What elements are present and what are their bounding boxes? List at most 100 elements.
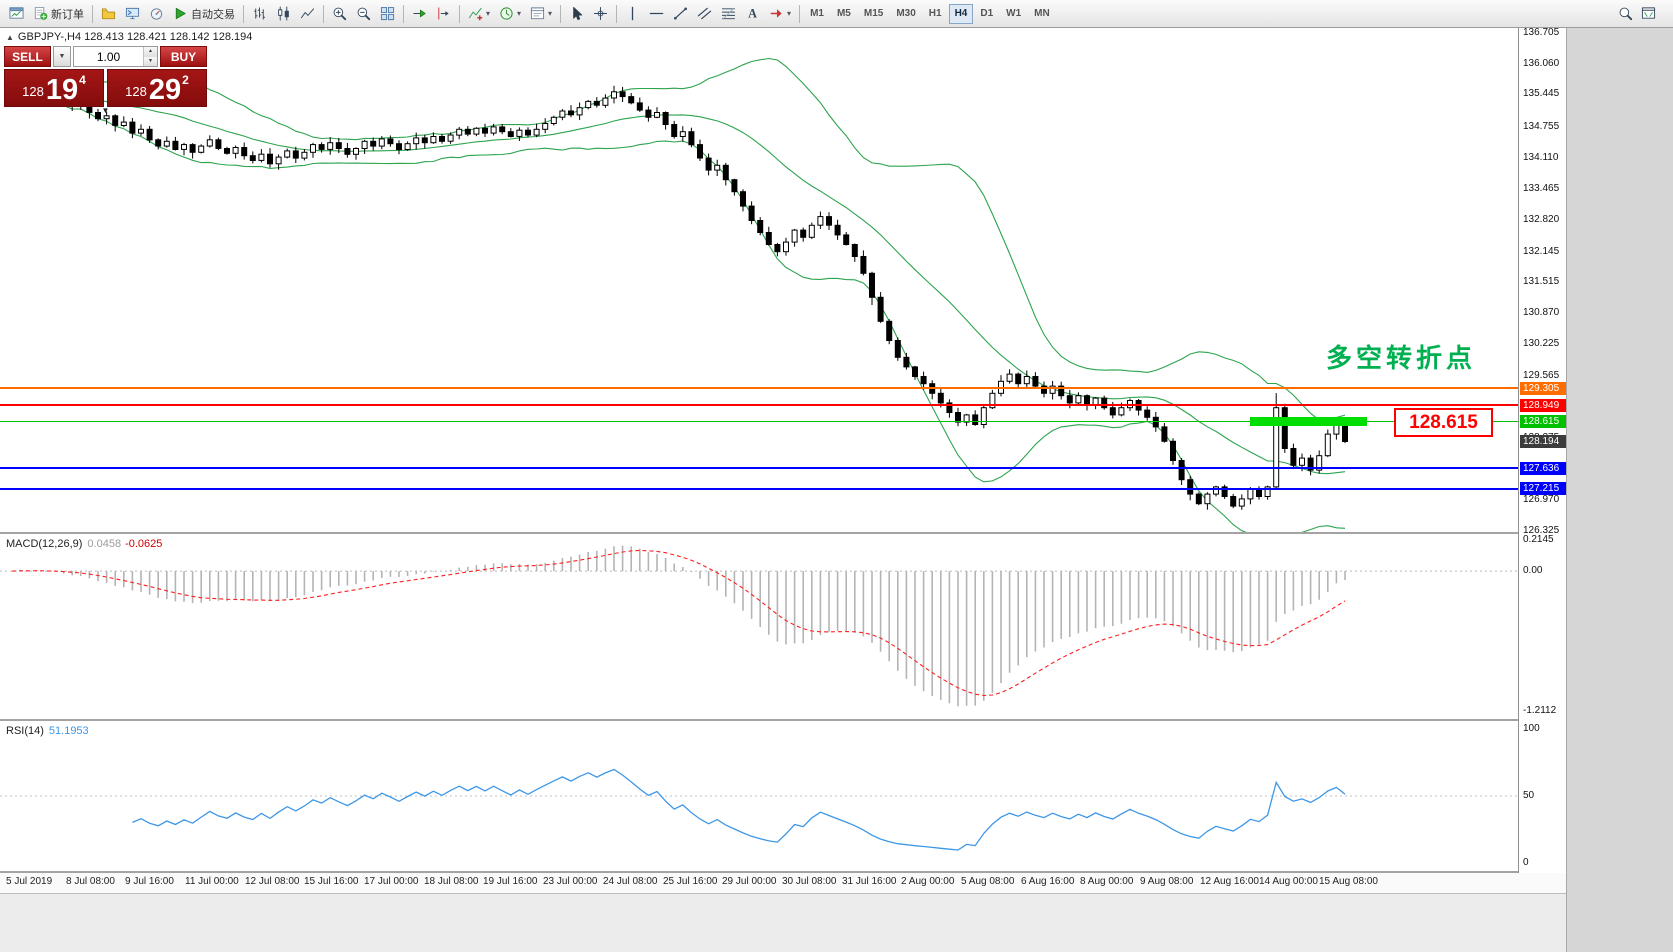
play-icon <box>173 6 188 21</box>
timeframe-mn[interactable]: MN <box>1028 4 1056 24</box>
search-button[interactable] <box>1614 3 1637 25</box>
horizontal-line-icon <box>649 6 664 21</box>
price-axis-label: 130.225 <box>1523 338 1560 349</box>
price-tag-129.305: 129.305 <box>1520 382 1567 395</box>
timeframe-h1[interactable]: H1 <box>923 4 948 24</box>
zoom-in-icon[interactable] <box>328 3 351 25</box>
spinner-down-icon: ▼ <box>148 57 153 64</box>
price-axis-label: 126.325 <box>1523 525 1560 536</box>
chart-shift-icon[interactable] <box>432 3 455 25</box>
strategy-tester-icon[interactable] <box>145 3 168 25</box>
dropdown-arrow-icon: ▼ <box>58 53 66 60</box>
volume-up-button[interactable]: ▲ <box>144 47 157 57</box>
main-chart-canvas[interactable] <box>0 28 1518 532</box>
time-axis-label: 24 Jul 08:00 <box>603 876 658 887</box>
price-axis-label: 126.970 <box>1523 494 1560 505</box>
auto-scroll-icon[interactable] <box>408 3 431 25</box>
time-axis-label: 19 Jul 16:00 <box>483 876 538 887</box>
strategy-tester-icon <box>149 6 164 21</box>
horizontal-line-128.615[interactable] <box>0 421 1518 422</box>
buy-button[interactable]: BUY <box>160 46 207 67</box>
new-order-button[interactable]: 新订单 <box>29 3 88 25</box>
timeframe-m1[interactable]: M1 <box>804 4 830 24</box>
cursor-icon[interactable] <box>565 3 588 25</box>
zoom-out-icon[interactable] <box>352 3 375 25</box>
macd-pane-canvas[interactable] <box>0 534 1518 719</box>
volume-input[interactable] <box>74 47 143 66</box>
new-chart-icon[interactable] <box>5 3 28 25</box>
pane-separator[interactable] <box>0 719 1566 721</box>
price-tag-128.949: 128.949 <box>1520 399 1567 412</box>
profiles-icon[interactable] <box>97 3 120 25</box>
chart-window[interactable]: ▲ GBPJPY-,H4 128.413 128.421 128.142 128… <box>0 0 1566 893</box>
profiles-icon <box>101 6 116 21</box>
time-axis-label: 12 Jul 08:00 <box>245 876 300 887</box>
macd-signal-line <box>11 549 1346 697</box>
horizontal-line-128.949[interactable] <box>0 404 1518 406</box>
horizontal-line-129.305[interactable] <box>0 387 1518 389</box>
equidistant-channel-icon[interactable] <box>693 3 716 25</box>
rsi-line <box>132 768 1346 851</box>
indicators-icon <box>468 6 483 21</box>
annotation-text[interactable]: 多空转折点 <box>1326 343 1477 373</box>
price-axis-label: 132.145 <box>1523 246 1560 257</box>
search-icon <box>1618 6 1633 21</box>
horizontal-line-127.215[interactable] <box>0 488 1518 490</box>
vertical-line-icon[interactable] <box>621 3 644 25</box>
crosshair-icon[interactable] <box>589 3 612 25</box>
periods-icon[interactable]: ▾ <box>495 3 525 25</box>
trendline-icon[interactable] <box>669 3 692 25</box>
dropdown-arrow-icon: ▾ <box>486 9 491 18</box>
macd-main-value: 0.0458 <box>87 538 122 550</box>
toolbar-separator <box>616 4 618 23</box>
templates-icon[interactable]: ▾ <box>526 3 556 25</box>
timeframe-w1[interactable]: W1 <box>1000 4 1027 24</box>
dropdown-arrow-icon: ▾ <box>548 9 553 18</box>
indicators-icon[interactable]: ▾ <box>464 3 494 25</box>
fibonacci-icon[interactable] <box>717 3 740 25</box>
line-chart-icon[interactable] <box>296 3 319 25</box>
fullscreen-button[interactable] <box>1637 3 1660 25</box>
ask-price-panel[interactable]: 128 29 2 <box>107 69 207 107</box>
horizontal-line-icon[interactable] <box>645 3 668 25</box>
macd-histogram <box>19 545 1346 707</box>
autotrading-button[interactable]: 自动交易 <box>169 3 239 25</box>
sell-button[interactable]: SELL <box>4 46 51 67</box>
autotrading-button-label: 自动交易 <box>191 8 235 21</box>
terminal-icon[interactable] <box>121 3 144 25</box>
horizontal-line-127.636[interactable] <box>0 467 1518 469</box>
rsi-pane-canvas[interactable] <box>0 721 1518 871</box>
time-axis-label: 15 Aug 08:00 <box>1319 876 1378 887</box>
price-axis[interactable]: 136.705 136.060 135.445 134.755 134.110 133.4… <box>1518 27 1567 873</box>
timeframe-d1[interactable]: D1 <box>974 4 999 24</box>
order-type-dropdown[interactable]: ▼ <box>53 46 71 67</box>
pane-separator[interactable] <box>0 871 1566 873</box>
bar-chart-icon[interactable] <box>248 3 271 25</box>
candlestick-chart-icon[interactable] <box>272 3 295 25</box>
rsi-value: 51.1953 <box>48 725 89 737</box>
price-label-box[interactable]: 128.615 <box>1394 408 1493 437</box>
collapse-arrow-icon[interactable]: ▼ <box>101 106 110 115</box>
arrows-icon[interactable]: ▾ <box>765 3 795 25</box>
timeframe-m5[interactable]: M5 <box>831 4 857 24</box>
timeframe-m15[interactable]: M15 <box>858 4 889 24</box>
tile-windows-icon[interactable] <box>376 3 399 25</box>
highlight-segment[interactable] <box>1250 417 1367 426</box>
bid-price-panel[interactable]: 128 19 4 <box>4 69 104 107</box>
zoom-out-icon <box>356 6 371 21</box>
bid-pips: 19 <box>45 74 79 107</box>
text-icon[interactable]: A <box>741 3 764 25</box>
time-axis-label: 23 Jul 00:00 <box>543 876 598 887</box>
timeframe-m30[interactable]: M30 <box>890 4 921 24</box>
time-axis[interactable]: 5 Jul 2019 8 Jul 08:00 9 Jul 16:00 11 Jul 0… <box>0 873 1566 893</box>
price-axis-label: 132.820 <box>1523 214 1560 225</box>
timeframe-h4[interactable]: H4 <box>948 3 974 24</box>
time-axis-label: 29 Jul 00:00 <box>722 876 777 887</box>
price-axis-label: 135.445 <box>1523 88 1560 99</box>
price-tag-128.615: 128.615 <box>1520 415 1567 428</box>
pane-separator[interactable] <box>0 532 1566 534</box>
volume-down-button[interactable]: ▼ <box>144 56 157 66</box>
spinner-up-icon: ▲ <box>148 48 153 55</box>
new-chart-icon <box>9 6 24 21</box>
time-axis-label: 18 Jul 08:00 <box>424 876 479 887</box>
